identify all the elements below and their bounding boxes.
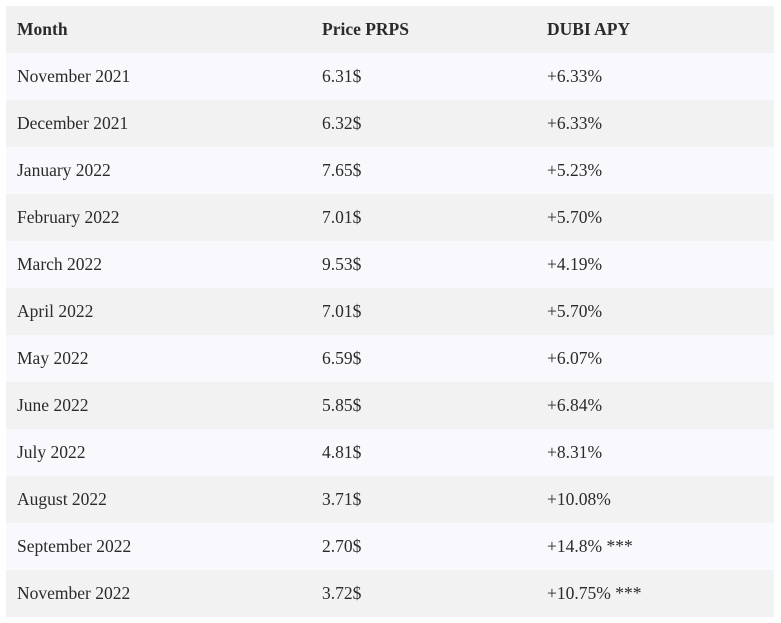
table-cell: +6.84% <box>536 382 774 429</box>
table-cell: August 2022 <box>6 476 311 523</box>
table-cell: February 2022 <box>6 194 311 241</box>
table-cell: March 2022 <box>6 241 311 288</box>
table-row: April 2022 7.01$ +5.70% <box>6 288 774 335</box>
header-cell: Price PRPS <box>311 6 536 53</box>
table-cell: November 2022 <box>6 570 311 617</box>
table-row: March 2022 9.53$ +4.19% <box>6 241 774 288</box>
table-cell: April 2022 <box>6 288 311 335</box>
table-row: June 2022 5.85$ +6.84% <box>6 382 774 429</box>
table-cell: 9.53$ <box>311 241 536 288</box>
table-cell: +5.70% <box>536 194 774 241</box>
table-cell: 7.65$ <box>311 147 536 194</box>
table-cell: December 2021 <box>6 100 311 147</box>
table-cell: +8.31% <box>536 429 774 476</box>
table-cell: January 2022 <box>6 147 311 194</box>
table-cell: +14.8% *** <box>536 523 774 570</box>
table-cell: 6.32$ <box>311 100 536 147</box>
header-cell: DUBI APY <box>536 6 774 53</box>
data-table: Month Price PRPS DUBI APY November 2021 6.3… <box>6 6 774 617</box>
table-cell: +10.08% <box>536 476 774 523</box>
table-cell: July 2022 <box>6 429 311 476</box>
table-row: December 2021 6.32$ +6.33% <box>6 100 774 147</box>
table-cell: November 2021 <box>6 53 311 100</box>
table-row: January 2022 7.65$ +5.23% <box>6 147 774 194</box>
table-row: May 2022 6.59$ +6.07% <box>6 335 774 382</box>
table-row: August 2022 3.71$ +10.08% <box>6 476 774 523</box>
table-cell: 7.01$ <box>311 194 536 241</box>
table-cell: 5.85$ <box>311 382 536 429</box>
table-row: November 2022 3.72$ +10.75% *** <box>6 570 774 617</box>
table-cell: +6.07% <box>536 335 774 382</box>
header-cell: Month <box>6 6 311 53</box>
table-cell: 7.01$ <box>311 288 536 335</box>
table-cell: +6.33% <box>536 100 774 147</box>
table-cell: 3.71$ <box>311 476 536 523</box>
table-cell: June 2022 <box>6 382 311 429</box>
table-row: February 2022 7.01$ +5.70% <box>6 194 774 241</box>
table-cell: May 2022 <box>6 335 311 382</box>
table-cell: 2.70$ <box>311 523 536 570</box>
table-cell: +6.33% <box>536 53 774 100</box>
table-cell: +5.70% <box>536 288 774 335</box>
table-cell: +10.75% *** <box>536 570 774 617</box>
table-body: November 2021 6.31$ +6.33% December 2021 6.3… <box>6 53 774 617</box>
table-cell: 6.59$ <box>311 335 536 382</box>
table-cell: +5.23% <box>536 147 774 194</box>
table-row: November 2021 6.31$ +6.33% <box>6 53 774 100</box>
header-row: Month Price PRPS DUBI APY <box>6 6 774 53</box>
table-head: Month Price PRPS DUBI APY <box>6 6 774 53</box>
table-row: July 2022 4.81$ +8.31% <box>6 429 774 476</box>
table-cell: 4.81$ <box>311 429 536 476</box>
table-row: September 2022 2.70$ +14.8% *** <box>6 523 774 570</box>
table-cell: 6.31$ <box>311 53 536 100</box>
table-cell: 3.72$ <box>311 570 536 617</box>
table-cell: +4.19% <box>536 241 774 288</box>
table-cell: September 2022 <box>6 523 311 570</box>
